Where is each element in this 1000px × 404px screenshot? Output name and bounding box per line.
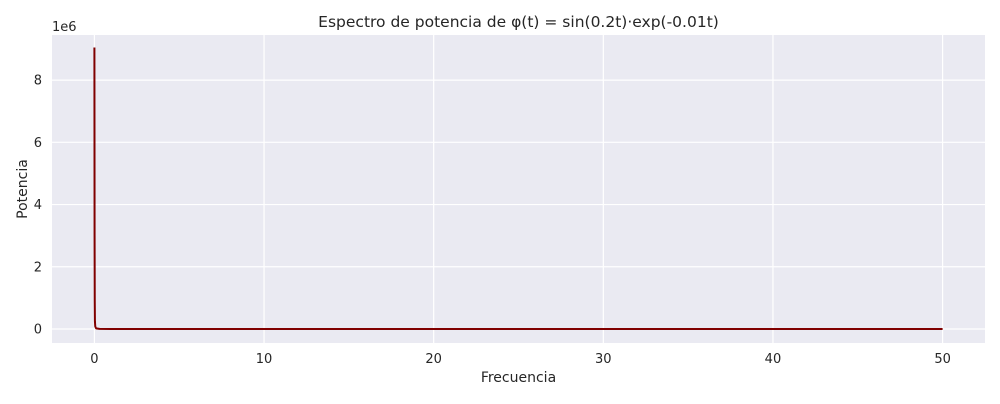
plot-background bbox=[52, 35, 985, 343]
power-spectrum-line bbox=[93, 47, 943, 330]
y-tick-label: 4 bbox=[34, 198, 42, 213]
chart-title: Espectro de potencia de φ(t) = sin(0.2t)… bbox=[318, 13, 719, 31]
series-layer bbox=[93, 47, 943, 330]
x-tick-label: 10 bbox=[256, 352, 273, 367]
y-tick-label: 8 bbox=[34, 74, 42, 89]
x-tick-label: 30 bbox=[595, 352, 612, 367]
x-tick-label: 0 bbox=[90, 352, 98, 367]
y-axis-label: Potencia bbox=[15, 159, 31, 219]
x-tick-label: 20 bbox=[425, 352, 442, 367]
x-axis-label: Frecuencia bbox=[481, 370, 556, 386]
x-tick-label: 40 bbox=[765, 352, 782, 367]
tick-labels: 0 10 20 30 40 50 0 2 4 6 8 bbox=[34, 74, 951, 367]
x-tick-label: 50 bbox=[934, 352, 951, 367]
y-tick-label: 0 bbox=[34, 323, 42, 338]
y-axis-offset-label: 1e6 bbox=[52, 20, 77, 35]
y-tick-label: 6 bbox=[34, 136, 42, 151]
y-tick-label: 2 bbox=[34, 260, 42, 275]
